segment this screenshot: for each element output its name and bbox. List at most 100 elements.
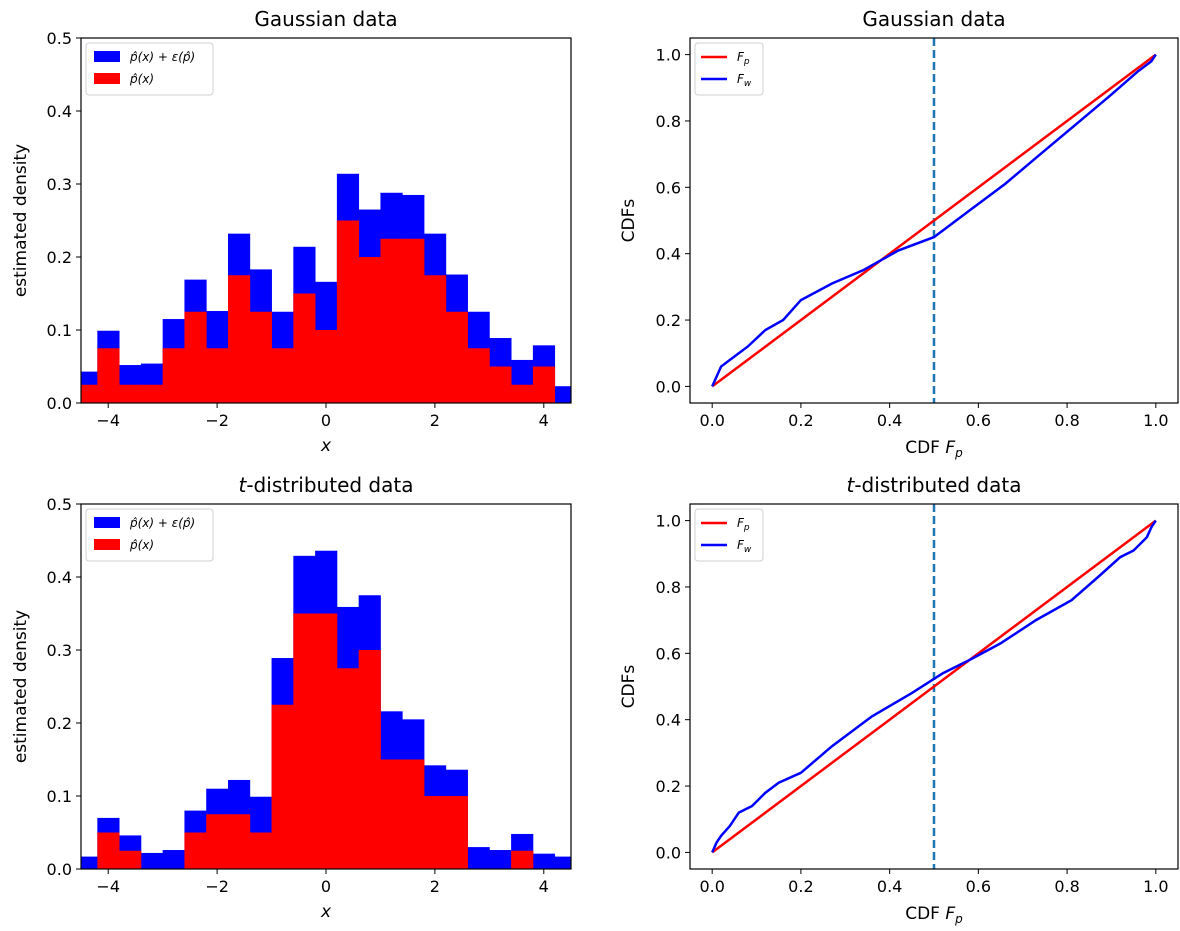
density-bar-12 bbox=[336, 220, 360, 403]
chart-panel-top-right: 0.0 0.2 0.4 0.6 0.8 1.0 0.0 0.2 0.4 0.6 0.8 1.0 Gaus… bbox=[619, 7, 1179, 460]
y-tick-label: 0.6 bbox=[656, 644, 681, 663]
density-bar-14 bbox=[380, 238, 403, 403]
density-bar-5 bbox=[184, 832, 207, 869]
legend-box bbox=[694, 508, 764, 562]
legend-box bbox=[694, 42, 764, 96]
density-bar-21 bbox=[532, 366, 556, 403]
x-tick-label: −2 bbox=[205, 411, 229, 430]
y-tick-label: 1.0 bbox=[656, 46, 681, 65]
legend-label: p̂(x) + ε(p̂) bbox=[129, 50, 195, 64]
y-tick-label: 0.8 bbox=[656, 112, 681, 131]
legend-label: p̂(x) + ε(p̂) bbox=[129, 516, 195, 530]
density-bar-3 bbox=[140, 384, 164, 403]
y-tick-label: 0.2 bbox=[656, 777, 681, 796]
density-bar-11 bbox=[315, 330, 338, 403]
y-tick-label: 0.1 bbox=[47, 787, 72, 806]
y-tick-label: 1.0 bbox=[656, 512, 681, 531]
x-tick-label: 0 bbox=[321, 411, 331, 430]
upper-bar-4 bbox=[162, 850, 185, 869]
x-tick-label: 0.0 bbox=[699, 877, 724, 896]
density-bar-2 bbox=[119, 384, 142, 403]
x-tick-label: 0.2 bbox=[788, 877, 813, 896]
x-tick-label: 0.6 bbox=[966, 411, 991, 430]
density-bar-14 bbox=[380, 759, 403, 869]
legend-label: Fw bbox=[737, 538, 752, 555]
y-tick-label: 0.3 bbox=[47, 175, 72, 194]
fw-line bbox=[711, 519, 1157, 853]
plot-marks bbox=[81, 173, 571, 403]
fw-line bbox=[711, 53, 1157, 387]
chart-title: t-distributed data bbox=[239, 473, 414, 497]
density-bar-1 bbox=[97, 832, 120, 869]
density-bar-4 bbox=[162, 348, 185, 403]
x-tick-label: 0.8 bbox=[1054, 411, 1079, 430]
density-bar-19 bbox=[489, 366, 512, 403]
y-tick-label: 0.2 bbox=[47, 714, 72, 733]
x-tick-label: 0.0 bbox=[699, 411, 724, 430]
x-tick-label: −4 bbox=[96, 877, 120, 896]
chart-panel-bottom-right: 0.0 0.2 0.4 0.6 0.8 1.0 0.0 0.2 0.4 0.6 0.8 1.0 t-di… bbox=[619, 473, 1179, 926]
x-tick-label: 0.4 bbox=[877, 877, 902, 896]
legend-swatch bbox=[94, 539, 120, 550]
upper-bar-3 bbox=[140, 852, 164, 869]
density-bar-8 bbox=[249, 832, 272, 869]
upper-bar-21 bbox=[532, 853, 556, 869]
x-tick-label: 4 bbox=[539, 411, 549, 430]
y-tick-label: 0.2 bbox=[47, 248, 72, 267]
density-bar-15 bbox=[402, 238, 425, 403]
chart-title: Gaussian data bbox=[862, 7, 1005, 31]
fp-line bbox=[711, 53, 1157, 388]
legend: Fp Fw bbox=[694, 42, 764, 96]
x-tick-label: 1.0 bbox=[1143, 411, 1168, 430]
x-tick-label: 0.6 bbox=[966, 877, 991, 896]
legend-label: Fp bbox=[737, 516, 750, 533]
y-tick-label: 0.2 bbox=[656, 311, 681, 330]
y-tick-label: 0.0 bbox=[656, 377, 681, 396]
y-axis-label: estimated density bbox=[11, 144, 31, 297]
y-tick-label: 0.6 bbox=[656, 178, 681, 197]
density-bar-6 bbox=[206, 814, 229, 869]
x-tick-label: 2 bbox=[430, 877, 440, 896]
legend-swatch bbox=[94, 51, 120, 62]
upper-bar-18 bbox=[467, 847, 490, 869]
legend: Fp Fw bbox=[694, 508, 764, 562]
density-bar-1 bbox=[97, 348, 120, 403]
density-bar-6 bbox=[206, 348, 229, 403]
density-bar-15 bbox=[402, 759, 425, 869]
density-bar-20 bbox=[511, 850, 534, 869]
density-bar-9 bbox=[271, 348, 294, 403]
legend-swatch bbox=[94, 517, 120, 528]
upper-bar-19 bbox=[489, 850, 512, 869]
density-bar-13 bbox=[358, 257, 381, 403]
fp-line bbox=[711, 519, 1157, 854]
density-bar-10 bbox=[293, 293, 316, 403]
density-bar-18 bbox=[467, 348, 490, 403]
density-bar-9 bbox=[271, 704, 294, 869]
x-tick-label: 0 bbox=[321, 877, 331, 896]
x-tick-label: 1.0 bbox=[1143, 877, 1168, 896]
legend-swatch bbox=[94, 73, 120, 84]
y-tick-label: 0.4 bbox=[656, 711, 681, 730]
y-tick-label: 0.0 bbox=[47, 394, 72, 413]
x-tick-label: 0.2 bbox=[788, 411, 813, 430]
chart-panel-top-left: −4 −2 0 2 4 0.0 0.1 0.2 0.3 0.4 0.5 Gaussian data x e… bbox=[11, 7, 572, 456]
y-tick-label: 0.4 bbox=[656, 245, 681, 264]
y-tick-label: 0.4 bbox=[47, 102, 72, 121]
y-tick-label: 0.5 bbox=[47, 495, 72, 514]
legend: p̂(x) + ε(p̂) p̂(x) bbox=[85, 42, 214, 96]
upper-bar-22 bbox=[554, 386, 571, 403]
axes-frame bbox=[689, 37, 1179, 404]
y-tick-label: 0.3 bbox=[47, 641, 72, 660]
chart-title: t-distributed data bbox=[847, 473, 1022, 497]
density-bar-11 bbox=[315, 613, 338, 869]
y-tick-label: 0.0 bbox=[656, 843, 681, 862]
chart-title: Gaussian data bbox=[254, 7, 397, 31]
density-bar-7 bbox=[228, 275, 251, 403]
density-bar-7 bbox=[228, 814, 251, 869]
y-tick-label: 0.0 bbox=[47, 860, 72, 879]
x-axis-label: x bbox=[320, 902, 332, 922]
density-bar-13 bbox=[358, 650, 381, 869]
plot-marks bbox=[711, 504, 1157, 869]
y-tick-label: 0.5 bbox=[47, 29, 72, 48]
legend: p̂(x) + ε(p̂) p̂(x) bbox=[85, 508, 214, 562]
